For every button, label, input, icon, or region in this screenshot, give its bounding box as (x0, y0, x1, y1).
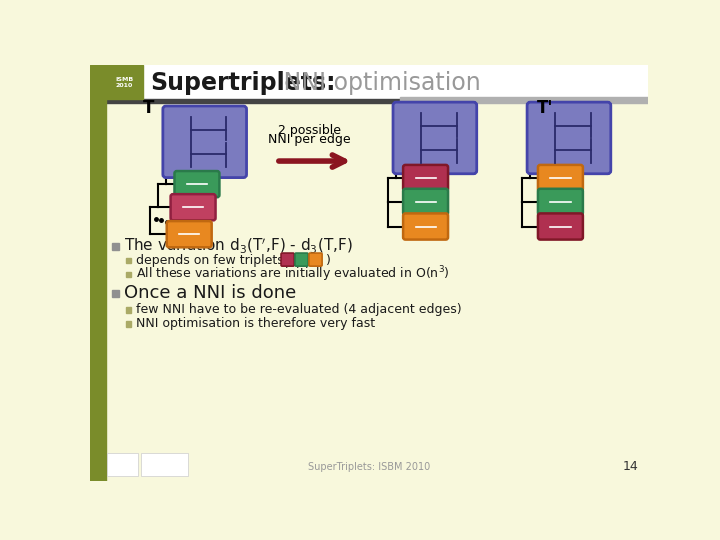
Text: 14: 14 (623, 460, 639, 473)
FancyBboxPatch shape (403, 213, 448, 240)
FancyBboxPatch shape (538, 189, 583, 215)
Text: Once a NNI is done: Once a NNI is done (124, 285, 297, 302)
FancyBboxPatch shape (167, 221, 212, 247)
Text: SuperTriplets: ISBM 2010: SuperTriplets: ISBM 2010 (308, 462, 430, 472)
Bar (141, 453, 188, 476)
Bar (106, 65, 143, 99)
Bar (112, 291, 119, 298)
FancyBboxPatch shape (281, 253, 294, 266)
Text: few NNI have to be re-evaluated (4 adjacent edges): few NNI have to be re-evaluated (4 adjac… (136, 303, 462, 316)
Bar (126, 272, 131, 278)
Text: ISMB
2010: ISMB 2010 (115, 77, 133, 88)
FancyBboxPatch shape (538, 165, 583, 191)
FancyBboxPatch shape (163, 106, 246, 178)
FancyBboxPatch shape (171, 194, 215, 220)
Bar (107, 453, 138, 476)
Bar (400, 97, 648, 103)
Bar (126, 321, 131, 327)
FancyBboxPatch shape (295, 253, 308, 266)
Text: The variation d$_3$(T$^{\prime}$,F) - d$_3$(T,F): The variation d$_3$(T$^{\prime}$,F) - d$… (124, 237, 353, 255)
FancyBboxPatch shape (393, 102, 477, 174)
FancyBboxPatch shape (309, 253, 322, 266)
Bar (90, 65, 106, 481)
Text: NNI optimisation is therefore very fast: NNI optimisation is therefore very fast (136, 317, 375, 330)
Bar (112, 242, 119, 249)
Bar (106, 65, 648, 99)
FancyBboxPatch shape (174, 171, 220, 197)
Text: NNI optimisation: NNI optimisation (276, 71, 481, 94)
Text: T': T' (537, 98, 554, 117)
Text: ): ) (325, 254, 330, 267)
Bar (126, 258, 131, 264)
Text: NNI per edge: NNI per edge (268, 133, 351, 146)
Text: 2 possible: 2 possible (278, 124, 341, 137)
FancyBboxPatch shape (403, 165, 448, 191)
Text: T: T (143, 98, 154, 117)
Bar (126, 307, 131, 313)
Text: All these variations are initially evaluated in O(n$^3$): All these variations are initially evalu… (136, 265, 449, 284)
FancyBboxPatch shape (538, 213, 583, 240)
FancyBboxPatch shape (403, 189, 448, 215)
Text: depends on few triplets (here: depends on few triplets (here (136, 254, 320, 267)
Text: Supertriplets:: Supertriplets: (150, 71, 336, 94)
Bar (106, 99, 400, 103)
FancyBboxPatch shape (527, 102, 611, 174)
